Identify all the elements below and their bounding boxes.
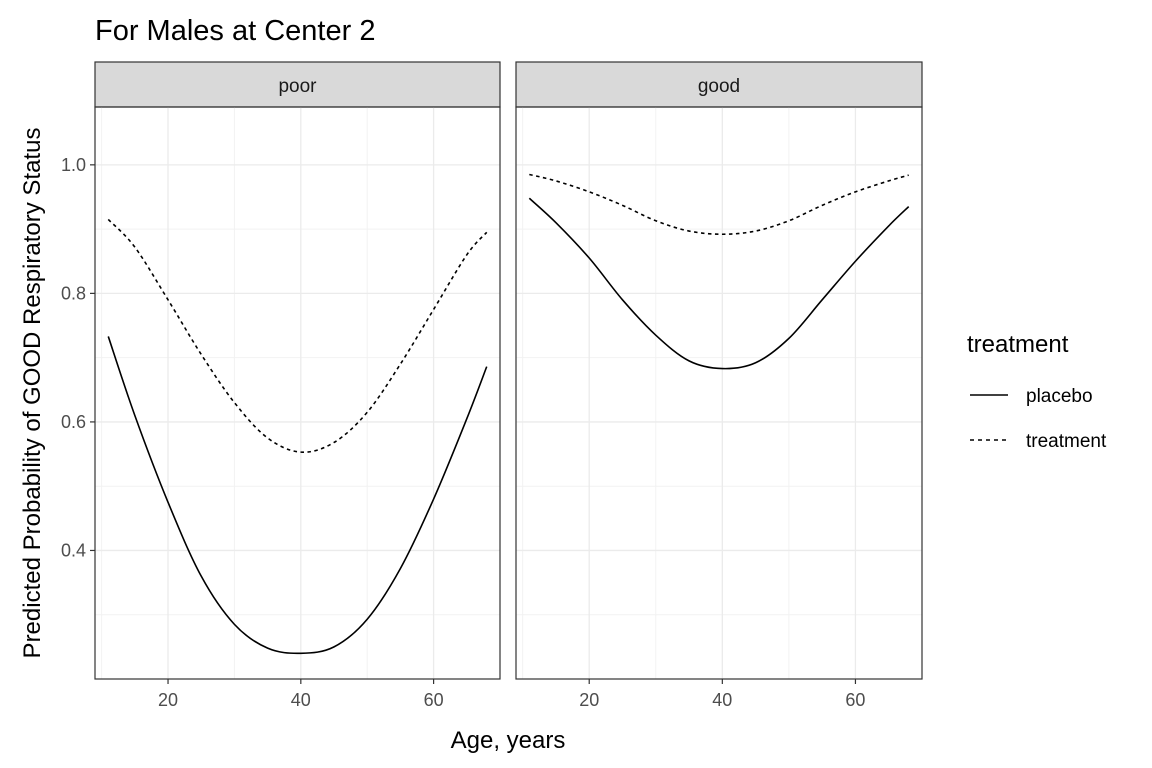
x-axis-title: Age, years (451, 727, 566, 754)
x-tick-label: 40 (712, 690, 732, 710)
y-tick-label: 1.0 (61, 155, 86, 175)
legend: treatment placebo treatment (967, 331, 1107, 452)
legend-label-treatment: treatment (1026, 431, 1107, 452)
x-tick-label: 60 (424, 690, 444, 710)
x-tick-label: 20 (158, 690, 178, 710)
x-tick-label: 20 (579, 690, 599, 710)
grid-good (516, 107, 922, 679)
series-line-placebo-poor (107, 336, 488, 655)
y-axis: 0.4 0.6 0.8 1.0 (61, 155, 95, 560)
y-tick-label: 0.8 (61, 283, 86, 303)
series-line-treatment-good (529, 173, 909, 236)
panel-poor: poor (94, 61, 501, 680)
x-tick-label: 60 (845, 690, 865, 710)
y-axis-title: Predicted Probability of GOOD Respirator… (19, 128, 46, 659)
x-tick-label: 40 (291, 690, 311, 710)
strip-good (515, 61, 923, 108)
series-good (528, 173, 910, 370)
panel-border-good (515, 106, 923, 680)
series-line-treatment-poor (107, 218, 488, 454)
series-line-placebo-good (528, 197, 910, 370)
strip-label-good: good (698, 76, 740, 97)
y-tick-label: 0.6 (61, 412, 86, 432)
y-tick-label: 0.4 (61, 540, 86, 560)
grid-poor (95, 107, 500, 679)
legend-label-placebo: placebo (1026, 386, 1093, 407)
x-axis: 20 40 60 20 40 60 (158, 679, 865, 710)
series-poor (107, 218, 488, 655)
chart-title: For Males at Center 2 (95, 15, 375, 47)
panel-good: good (515, 61, 923, 680)
strip-poor (94, 61, 501, 108)
legend-title: treatment (967, 331, 1069, 358)
panel-border-poor (94, 106, 501, 680)
strip-label-poor: poor (278, 76, 317, 97)
